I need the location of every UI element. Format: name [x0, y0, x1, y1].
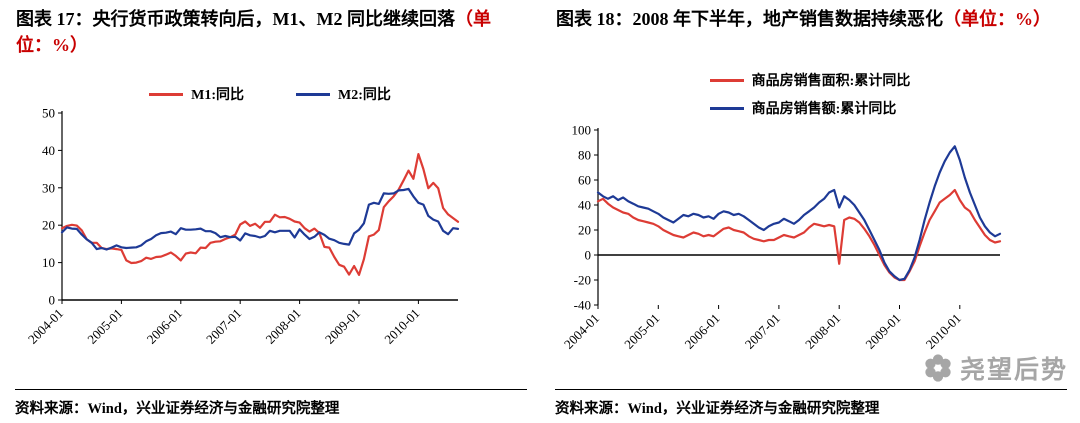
- watermark-text: 尧望后势: [959, 356, 1068, 384]
- watermark: 尧望后势: [923, 350, 1068, 386]
- legend-label-m2: M2:同比: [338, 88, 391, 103]
- svg-text:2009-01: 2009-01: [862, 311, 903, 352]
- svg-text:2010-01: 2010-01: [923, 311, 964, 352]
- figure-18-title: 图表 18：2008 年下半年，地产销售数据持续恶化（单位：%）: [556, 6, 1064, 32]
- sales-value-line-swatch-icon: [709, 106, 744, 110]
- legend-label-sales-value: 商品房销售额:累计同比: [751, 102, 897, 117]
- svg-text:-40: -40: [574, 298, 591, 313]
- figure-17-title-text: 图表 17：央行货币政策转向后，M1、M2 同比继续回落: [16, 9, 455, 29]
- svg-text:30: 30: [42, 180, 55, 195]
- figure-18-panel: 图表 18：2008 年下半年，地产销售数据持续恶化（单位：%） 商品房销售面积…: [540, 0, 1080, 423]
- figure-18-title-unit: （单位：%）: [943, 9, 1051, 29]
- svg-text:0: 0: [585, 248, 592, 263]
- svg-text:2010-01: 2010-01: [381, 306, 422, 347]
- figure-18-title-text: 图表 18：2008 年下半年，地产销售数据持续恶化: [556, 9, 943, 29]
- svg-text:-20: -20: [574, 273, 591, 288]
- figure-18-source: 资料来源：Wind，兴业证券经济与金融研究院整理: [555, 389, 1067, 418]
- figure-17-source: 资料来源：Wind，兴业证券经济与金融研究院整理: [15, 389, 527, 418]
- figure-17-panel: 图表 17：央行货币政策转向后，M1、M2 同比继续回落（单位：%） M1:同比…: [0, 6, 540, 418]
- svg-text:2009-01: 2009-01: [322, 306, 363, 347]
- figure-17-legend: M1:同比 M2:同比: [0, 84, 540, 104]
- svg-text:80: 80: [578, 148, 591, 163]
- figure-17-title-unit: （单位：%）: [16, 9, 491, 56]
- svg-text:20: 20: [578, 223, 591, 238]
- m2-line-swatch-icon: [296, 92, 330, 96]
- svg-text:40: 40: [42, 143, 55, 158]
- svg-text:100: 100: [572, 123, 592, 138]
- legend-label-sales-area: 商品房销售面积:累计同比: [751, 74, 911, 89]
- svg-text:10: 10: [42, 255, 55, 270]
- svg-text:2008-01: 2008-01: [262, 306, 303, 347]
- legend-label-m1: M1:同比: [191, 88, 244, 103]
- figure-18-legend: 商品房销售面积:累计同比 商品房销售额:累计同比: [540, 70, 1080, 118]
- svg-text:2006-01: 2006-01: [144, 306, 185, 347]
- legend-item-sales-area: 商品房销售面积:累计同比: [709, 70, 911, 90]
- svg-text:2006-01: 2006-01: [681, 311, 722, 352]
- svg-text:50: 50: [42, 106, 55, 121]
- svg-text:0: 0: [49, 293, 56, 308]
- svg-text:2005-01: 2005-01: [84, 306, 125, 347]
- svg-text:2004-01: 2004-01: [25, 306, 66, 347]
- svg-text:2007-01: 2007-01: [203, 306, 244, 347]
- legend-item-sales-value: 商品房销售额:累计同比: [709, 98, 911, 118]
- m1-line-swatch-icon: [149, 92, 184, 96]
- svg-text:40: 40: [578, 198, 591, 213]
- m1-m2-line-chart: 0 10 20 30 40 50 2004-01 2005-01 2006-01 2007-01 2…: [25, 106, 460, 347]
- svg-text:60: 60: [578, 173, 591, 188]
- sales-area-line-swatch-icon: [709, 78, 744, 82]
- svg-text:2007-01: 2007-01: [742, 311, 783, 352]
- property-sales-line-chart: -40 -20 0 20 40 60 80 100 2004-01 2005-01 2006-01 2…: [561, 123, 1002, 352]
- svg-text:2005-01: 2005-01: [621, 311, 662, 352]
- svg-text:2004-01: 2004-01: [561, 311, 602, 352]
- figure-17-title: 图表 17：央行货币政策转向后，M1、M2 同比继续回落（单位：%）: [16, 6, 524, 58]
- figure-18-legend-box: 商品房销售面积:累计同比 商品房销售额:累计同比: [709, 70, 911, 118]
- legend-item-m1: M1:同比: [149, 84, 244, 104]
- legend-item-m2: M2:同比: [296, 84, 391, 104]
- svg-text:20: 20: [42, 218, 55, 233]
- svg-text:2008-01: 2008-01: [802, 311, 843, 352]
- flower-logo-icon: [925, 354, 951, 382]
